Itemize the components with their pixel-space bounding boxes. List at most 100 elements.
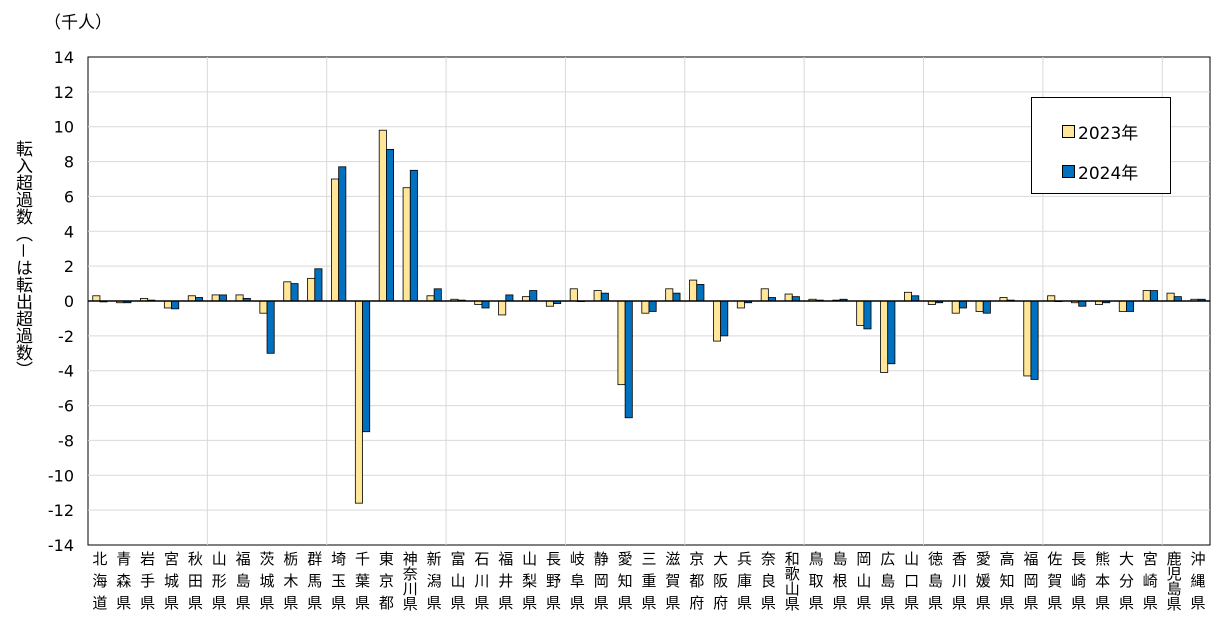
x-tick-label: 山梨県: [522, 550, 537, 612]
legend-item-2023: 2023年: [1062, 119, 1138, 144]
legend-swatch-2024: [1062, 165, 1075, 178]
x-tick-label: 高知県: [1000, 550, 1015, 612]
bar-2023-栃木県: [283, 281, 292, 302]
y-tick-label: -4: [58, 362, 74, 381]
x-tick-label: 長野県: [546, 550, 561, 612]
y-tick-label: -12: [48, 501, 74, 520]
x-tick-label: 青森県: [116, 550, 131, 612]
x-tick-label: 茨城県: [260, 550, 275, 612]
x-tick-label: 奈良県: [761, 550, 776, 612]
x-tick-label: 宮城県: [164, 550, 179, 612]
bar-2023-和歌山県: [784, 293, 793, 302]
x-tick-label: 静岡県: [594, 550, 609, 612]
bar-2024-山口県: [911, 295, 920, 302]
x-tick-label: 熊本県: [1095, 550, 1110, 612]
y-tick-label: -14: [48, 536, 74, 555]
y-tick-label: -8: [58, 431, 74, 450]
y-tick-label: -2: [58, 327, 74, 346]
bar-2023-福岡県: [1023, 300, 1032, 377]
bar-2024-愛知県: [624, 300, 633, 419]
bar-2023-千葉県: [354, 300, 363, 504]
x-tick-label: 岐阜県: [570, 550, 585, 612]
bar-2023-山形県: [211, 294, 220, 302]
x-tick-label: 愛知県: [618, 550, 633, 612]
bar-2023-長野県: [545, 300, 554, 307]
y-tick-label: 14: [54, 48, 74, 67]
x-tick-label: 和歌山県: [785, 550, 800, 613]
x-tick-label: 京都府: [689, 550, 704, 612]
x-tick-label: 岩手県: [140, 550, 155, 612]
bar-2024-栃木県: [290, 283, 299, 302]
y-tick-label: 8: [64, 153, 74, 172]
bar-2024-滋賀県: [672, 292, 681, 302]
bar-2023-愛知県: [617, 300, 626, 386]
x-tick-label: 沖縄県: [1191, 550, 1206, 612]
bar-2024-三重県: [648, 300, 657, 312]
x-tick-label: 三重県: [641, 550, 656, 612]
y-tick-label: 10: [54, 118, 74, 137]
y-tick-label: 4: [64, 222, 74, 241]
bar-2024-宮崎県: [1149, 290, 1158, 302]
bar-2023-新潟県: [426, 295, 435, 302]
y-tick-label: 0: [64, 292, 74, 311]
bar-2023-佐賀県: [1047, 295, 1056, 302]
bar-2024-京都府: [696, 284, 705, 302]
y-axis-label: 転入超過数（－は転出超過数）: [12, 140, 32, 378]
bar-2024-愛媛県: [982, 300, 991, 314]
x-tick-label: 鹿児島県: [1167, 550, 1182, 613]
x-tick-label: 秋田県: [188, 550, 203, 612]
bar-2024-新潟県: [433, 288, 442, 302]
y-tick-label: 12: [54, 83, 74, 102]
x-tick-label: 北海道: [92, 550, 107, 612]
unit-label: （千人）: [44, 13, 112, 33]
bar-2023-岡山県: [856, 300, 865, 326]
x-tick-label: 愛媛県: [976, 550, 991, 612]
legend: 2023年 2024年: [1031, 97, 1171, 194]
bar-2024-山梨県: [529, 290, 538, 302]
bar-2024-茨城県: [266, 300, 275, 354]
bar-2023-北海道: [92, 295, 101, 302]
bar-2024-石川県: [481, 300, 490, 309]
bar-2024-山形県: [218, 294, 227, 302]
bar-2023-大分県: [1118, 300, 1127, 312]
bar-2024-香川県: [958, 300, 967, 309]
bar-2024-群馬県: [314, 268, 323, 302]
x-tick-label: 広島県: [880, 550, 895, 612]
bar-2023-宮崎県: [1142, 290, 1151, 302]
bar-2024-静岡県: [600, 292, 609, 302]
legend-swatch-2023: [1062, 125, 1075, 138]
legend-label-2024: 2024年: [1078, 164, 1139, 184]
y-tick-label: 6: [64, 187, 74, 206]
x-tick-label: 島根県: [832, 550, 847, 612]
bar-2024-埼玉県: [338, 166, 347, 302]
x-tick-label: 滋賀県: [665, 550, 680, 612]
bar-2023-静岡県: [593, 290, 602, 302]
x-tick-label: 石川県: [474, 550, 489, 612]
bar-2024-岡山県: [863, 300, 872, 330]
y-tick-label: -10: [48, 466, 74, 485]
bar-2024-千葉県: [362, 300, 371, 433]
legend-label-2023: 2023年: [1078, 124, 1139, 144]
bar-2023-宮城県: [163, 300, 172, 309]
bar-2023-福島県: [235, 294, 244, 302]
bar-2024-神奈川県: [409, 169, 418, 302]
x-tick-label: 栃木県: [283, 550, 298, 612]
bar-2023-滋賀県: [665, 288, 674, 302]
x-tick-label: 富山県: [451, 550, 466, 612]
bar-2023-愛媛県: [975, 300, 984, 312]
bar-2023-秋田県: [187, 295, 196, 302]
legend-item-2024: 2024年: [1062, 159, 1138, 184]
x-tick-label: 山形県: [212, 550, 227, 612]
bar-2024-宮城県: [171, 300, 180, 310]
bar-2024-大分県: [1126, 300, 1135, 312]
bar-2023-京都府: [689, 279, 698, 302]
bar-2023-香川県: [951, 300, 960, 314]
x-tick-label: 埼玉県: [331, 550, 346, 612]
bar-2023-茨城県: [259, 300, 268, 314]
x-tick-label: 佐賀県: [1047, 550, 1062, 612]
y-tick-label: -6: [58, 397, 74, 416]
bar-2023-奈良県: [760, 288, 769, 302]
x-tick-label: 徳島県: [928, 550, 943, 612]
x-tick-label: 東京都: [379, 550, 394, 612]
